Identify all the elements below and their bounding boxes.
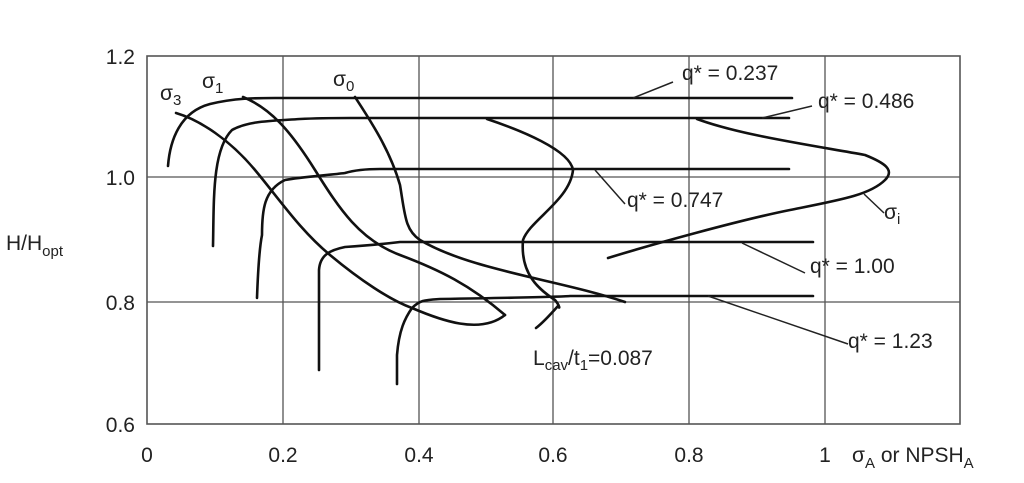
x-tick: 1: [819, 444, 831, 467]
x-tick: 0.2: [268, 444, 297, 467]
label-q0486: q* = 0.486: [818, 90, 914, 113]
x-tick: 0.8: [674, 444, 703, 467]
leader-lines: [594, 81, 885, 345]
label-sigma0: σ0: [333, 68, 354, 95]
curve-sigma1: [241, 95, 507, 317]
label-lcav: Lcav/t1=0.087: [533, 347, 653, 374]
curve-q0237: [166, 96, 794, 168]
curve-q0486: [211, 116, 791, 248]
y-tick: 0.8: [106, 292, 135, 315]
curve-q0747: [255, 167, 791, 300]
label-q0747: q* = 0.747: [627, 189, 723, 212]
curve-sigma0: [353, 95, 627, 304]
curve-q123: [395, 294, 815, 386]
label-sigmai: σi: [884, 201, 900, 228]
curve-sigmai: [606, 117, 891, 260]
y-tick: 1.2: [106, 46, 135, 69]
x-tick: 0.4: [404, 444, 434, 467]
sigma-curves: [174, 95, 891, 330]
x-tick: 0.6: [538, 444, 567, 467]
label-q0237: q* = 0.237: [682, 62, 778, 85]
x-axis-label: σA or NPSHA: [852, 444, 974, 472]
plot-frame: [146, 55, 961, 425]
label-sigma3: σ3: [160, 82, 181, 109]
x-tick: 0: [141, 444, 153, 467]
x-axis-ticks: 0 0.2 0.4 0.6 0.8 1: [141, 444, 831, 467]
label-q100: q* = 1.00: [810, 255, 895, 278]
label-q123: q* = 1.23: [848, 330, 933, 353]
y-axis-label: H/Hopt: [6, 232, 64, 260]
y-tick: 1.0: [106, 167, 135, 190]
y-axis-ticks: 1.2 1.0 0.8 0.6: [106, 46, 135, 437]
curve-q100: [317, 240, 815, 372]
curve-labels: σ3 σ1 σ0 σi q* = 0.237 q* = 0.486 q* = 0…: [160, 62, 933, 374]
y-tick: 0.6: [106, 414, 135, 437]
label-sigma1: σ1: [202, 70, 223, 97]
curve-sigma3: [174, 111, 507, 327]
curve-lcav: [485, 117, 575, 330]
head-curves: [166, 96, 815, 386]
